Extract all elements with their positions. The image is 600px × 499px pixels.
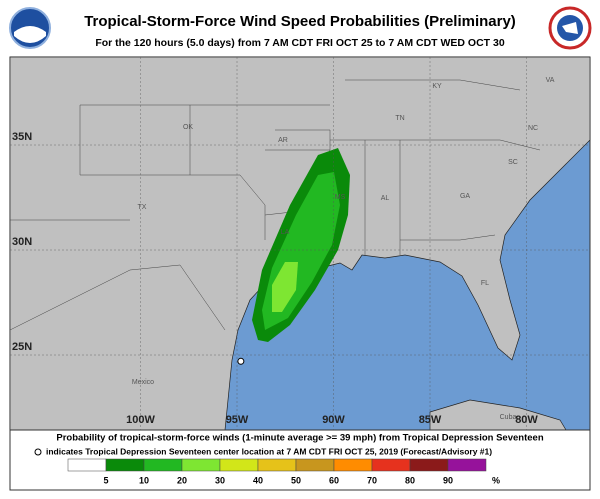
nws-logo bbox=[548, 6, 592, 50]
legend-label: 20 bbox=[177, 475, 187, 485]
lat-label: 25N bbox=[12, 341, 32, 353]
legend-label: 30 bbox=[215, 475, 225, 485]
legend-label: 40 bbox=[253, 475, 263, 485]
center-note: indicates Tropical Depression Seventeen … bbox=[46, 446, 492, 456]
storm-center bbox=[237, 357, 245, 365]
legend-label: 80 bbox=[405, 475, 415, 485]
region-label: NC bbox=[528, 125, 538, 132]
region-label: Cuba bbox=[500, 414, 517, 421]
legend-label: 70 bbox=[367, 475, 377, 485]
region-label: VA bbox=[546, 77, 555, 84]
legend-swatch bbox=[371, 458, 411, 472]
region-label: SC bbox=[508, 159, 518, 166]
region-label: AR bbox=[278, 137, 288, 144]
lat-label: 30N bbox=[12, 236, 32, 248]
legend-swatch bbox=[447, 458, 487, 472]
region-label: AL bbox=[381, 195, 390, 202]
legend-label: 5 bbox=[103, 475, 108, 485]
legend-swatch bbox=[333, 458, 373, 472]
center-symbol bbox=[34, 448, 42, 456]
legend-swatch bbox=[409, 458, 449, 472]
region-label: FL bbox=[481, 280, 489, 287]
subtitle: For the 120 hours (5.0 days) from 7 AM C… bbox=[95, 37, 505, 49]
legend-swatch bbox=[181, 458, 221, 472]
title: Tropical-Storm-Force Wind Speed Probabil… bbox=[84, 13, 516, 30]
region-label: GA bbox=[460, 193, 470, 200]
region-label: LA bbox=[281, 229, 290, 236]
legend-unit: % bbox=[492, 475, 500, 485]
lon-label: 95W bbox=[226, 414, 249, 426]
legend-label: 60 bbox=[329, 475, 339, 485]
region-label: MS bbox=[335, 194, 346, 201]
region-label: Mexico bbox=[132, 379, 154, 386]
caption: Probability of tropical-storm-force wind… bbox=[56, 433, 543, 444]
legend-label: 50 bbox=[291, 475, 301, 485]
legend: 5 10 20 30 40 50 60 70 80 90% bbox=[67, 458, 500, 485]
legend-swatch bbox=[143, 458, 183, 472]
lat-label: 35N bbox=[12, 131, 32, 143]
region-label: TN bbox=[395, 115, 404, 122]
region-label: TX bbox=[138, 204, 147, 211]
legend-swatch bbox=[105, 458, 145, 472]
lon-label: 80W bbox=[515, 414, 538, 426]
legend-label: 10 bbox=[139, 475, 149, 485]
map bbox=[9, 56, 591, 431]
legend-swatch bbox=[219, 458, 259, 472]
lon-label: 100W bbox=[126, 414, 155, 426]
region-label: KY bbox=[432, 83, 442, 90]
legend-swatch bbox=[295, 458, 335, 472]
swath-20 bbox=[272, 262, 298, 312]
region-label: OK bbox=[183, 124, 193, 131]
legend-label: 90 bbox=[443, 475, 453, 485]
legend-swatch bbox=[257, 458, 297, 472]
lon-label: 85W bbox=[419, 414, 442, 426]
footer-frame bbox=[9, 429, 591, 491]
lon-label: 90W bbox=[322, 414, 345, 426]
legend-swatch bbox=[67, 458, 107, 472]
noaa-logo bbox=[9, 7, 51, 49]
